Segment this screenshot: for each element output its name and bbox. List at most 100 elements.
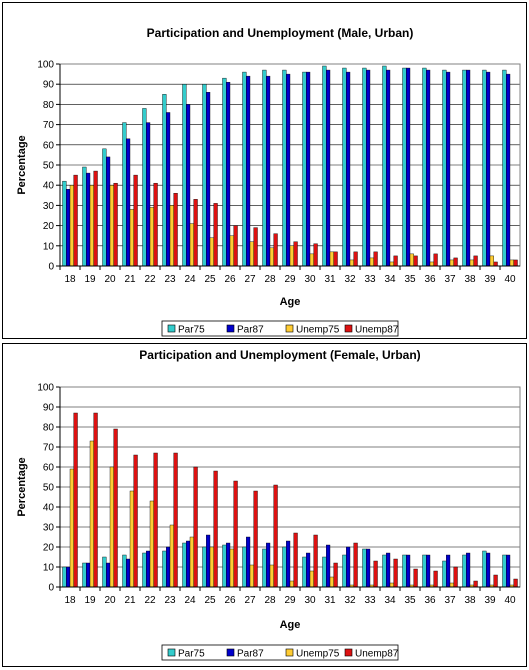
bar-par75-32 [342,67,347,267]
bar-par75-24 [182,542,187,588]
bar-par87-26 [226,542,231,588]
chart-title: Participation and Unemployment (Male, Ur… [147,26,414,40]
bar-par87-28 [266,75,271,267]
y-tick-label: 20 [43,221,55,232]
y-tick-label: 60 [43,463,55,474]
bar-unemp75-26 [229,548,234,588]
bar-unemp75-28 [269,564,274,588]
bar-unemp75-31 [329,576,334,588]
bar-unemp75-34 [389,582,394,588]
bar-unemp87-27 [253,227,258,267]
bar-par75-36 [422,67,427,267]
female-urban-chart-svg: Participation and Unemployment (Female, … [16,348,521,661]
bar-par87-32 [346,71,351,267]
bar-unemp75-29 [289,580,294,588]
x-tick-label: 40 [504,595,516,606]
bar-par75-18 [62,566,67,588]
y-tick-label: 90 [43,80,55,91]
bar-par87-19 [86,172,91,267]
bar-par87-39 [486,552,491,588]
bar-unemp87-30 [313,243,318,267]
male-urban-chart: Participation and Unemployment (Male, Ur… [2,2,527,339]
bar-par87-33 [366,69,371,267]
bar-par75-29 [282,69,287,267]
chart-title: Participation and Unemployment (Female, … [139,348,420,362]
bar-par75-35 [402,67,407,267]
bar-par87-32 [346,546,351,588]
bar-unemp75-24 [189,223,194,267]
bar-par75-40 [502,554,507,588]
bar-par87-40 [506,73,511,267]
bar-unemp87-28 [273,484,278,588]
bar-unemp75-39 [489,255,494,267]
bar-unemp87-20 [113,428,118,588]
y-tick-label: 20 [43,543,55,554]
x-tick-label: 28 [264,595,276,606]
legend-swatch-unemp75 [285,324,294,333]
x-tick-label: 26 [224,274,236,285]
bar-unemp87-35 [413,568,418,588]
bar-unemp75-18 [69,184,74,267]
male-urban-chart-svg: Participation and Unemployment (Male, Ur… [16,26,521,337]
bar-unemp87-37 [453,257,458,267]
bar-par75-21 [122,554,127,588]
y-tick-label: 100 [37,60,54,71]
x-tick-label: 33 [364,274,376,285]
bar-unemp87-25 [213,203,218,267]
bar-unemp75-37 [449,582,454,588]
bar-par87-34 [386,69,391,267]
x-tick-label: 38 [464,274,476,285]
x-tick-label: 22 [144,274,156,285]
bar-par87-33 [366,548,371,588]
bar-unemp75-35 [409,253,414,267]
bar-unemp75-19 [89,184,94,267]
bar-unemp87-24 [193,466,198,588]
y-tick-label: 40 [43,181,55,192]
bar-unemp87-40 [513,259,518,267]
bar-unemp87-28 [273,233,278,267]
bar-par87-26 [226,81,231,267]
bar-unemp87-22 [153,452,158,588]
bar-par75-26 [222,544,227,588]
bar-par75-26 [222,77,227,267]
bar-par75-25 [202,83,207,267]
bar-par75-21 [122,122,127,267]
bar-unemp75-25 [209,237,214,267]
bar-unemp75-34 [389,261,394,267]
legend-swatch-par87 [226,324,235,333]
x-tick-label: 24 [184,595,196,606]
x-tick-label: 35 [404,595,416,606]
bar-par75-20 [102,148,107,267]
x-tick-label: 34 [384,595,396,606]
x-tick-label: 29 [284,274,296,285]
x-tick-label: 25 [204,274,216,285]
bar-par87-19 [86,562,91,588]
bar-par87-30 [306,71,311,267]
bar-par87-37 [446,554,451,588]
x-tick-label: 30 [304,595,316,606]
bar-unemp87-23 [173,452,178,588]
bar-par75-27 [242,71,247,267]
bar-unemp87-38 [473,580,478,588]
bar-par75-40 [502,69,507,267]
bar-par87-25 [206,534,211,588]
x-axis-title: Age [280,296,301,308]
bar-par75-30 [302,556,307,588]
bar-par75-25 [202,546,207,588]
x-tick-label: 27 [244,595,256,606]
bar-par75-36 [422,554,427,588]
bar-par75-32 [342,554,347,588]
x-axis-title: Age [280,619,301,631]
bar-par87-20 [106,156,111,267]
bar-unemp87-20 [113,182,118,267]
x-tick-label: 39 [484,595,496,606]
bar-unemp75-23 [169,524,174,588]
bar-par87-30 [306,552,311,588]
bar-unemp87-21 [133,454,138,588]
bar-par87-23 [166,546,171,588]
bar-par75-33 [362,548,367,588]
y-axis-title: Percentage [16,457,28,516]
bar-par75-22 [142,108,147,267]
y-tick-label: 0 [48,583,54,594]
bar-par87-34 [386,552,391,588]
